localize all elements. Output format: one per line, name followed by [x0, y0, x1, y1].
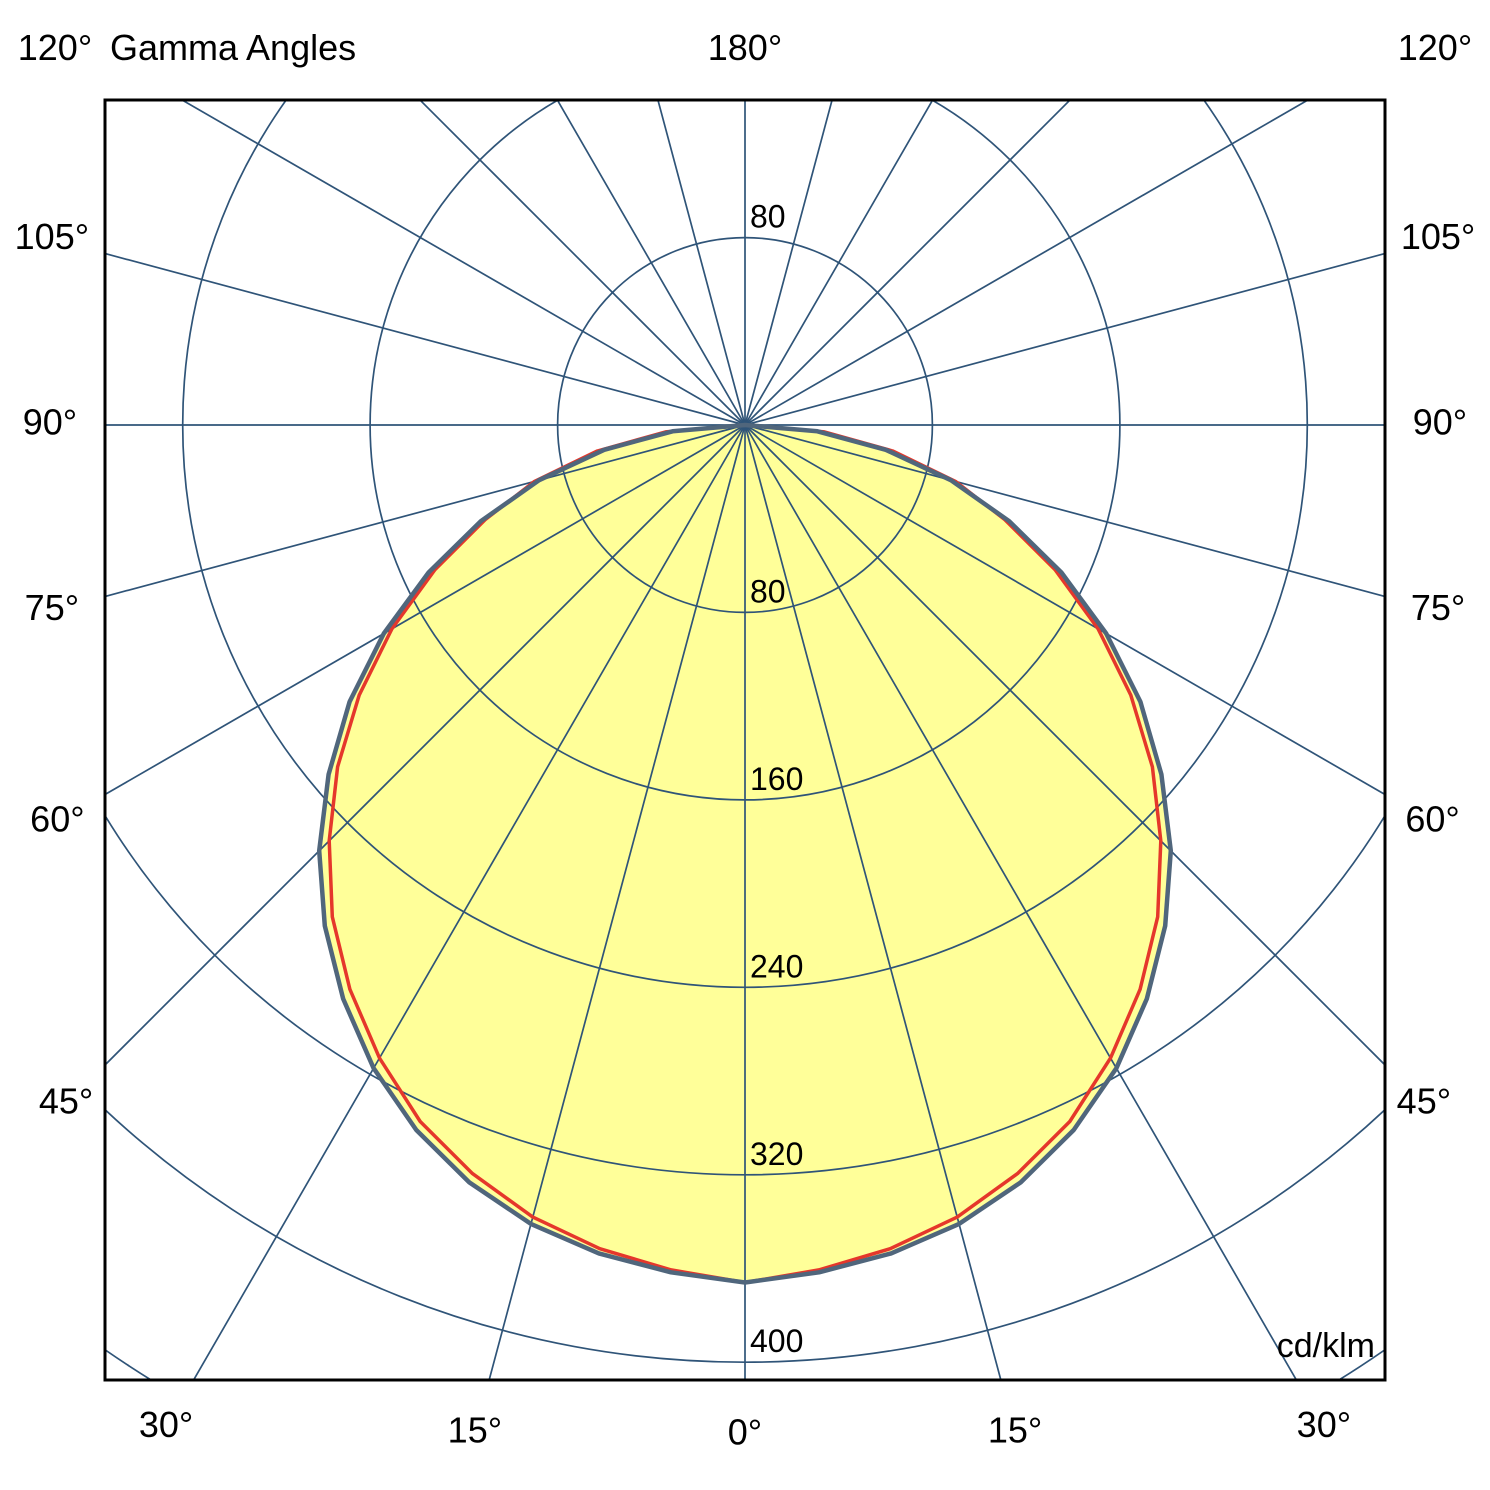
- angle-label-90-right: 90°: [1413, 402, 1467, 443]
- angle-ray-45: [744, 424, 1385, 1067]
- radial-tick-label-80: 80: [750, 573, 786, 609]
- angle-label-15-bottom-left: 15°: [448, 1410, 502, 1451]
- angle-ray-330: [192, 424, 746, 1380]
- angle-ray-60: [744, 424, 1385, 796]
- angle-ray-225: [418, 100, 746, 426]
- curve-c90-c270: [316, 422, 1174, 1285]
- angle-label-75-right: 75°: [1411, 587, 1465, 628]
- angle-ray-120: [744, 100, 1310, 426]
- radial-tick-label-240: 240: [750, 948, 803, 984]
- radial-tick-label-400: 400: [750, 1323, 803, 1359]
- angle-ray-15: [744, 424, 1002, 1380]
- angle-ray-285: [105, 424, 746, 598]
- plot-border: [103, 98, 1387, 1382]
- angle-label-90-left: 90°: [23, 402, 77, 443]
- angle-ray-315: [105, 424, 746, 1067]
- angle-label-30-bottom-right: 30°: [1297, 1404, 1351, 1445]
- radial-tick-label-160: 160: [750, 761, 803, 797]
- angle-ray-30: [744, 424, 1298, 1380]
- angle-label-45-left: 45°: [39, 1080, 93, 1121]
- angle-label-75-left: 75°: [25, 587, 79, 628]
- angle-label-0: 0°: [728, 1412, 762, 1453]
- angle-label-60-left: 60°: [30, 799, 84, 840]
- chart-title: Gamma Angles: [110, 27, 357, 68]
- angle-ray-240: [180, 100, 746, 426]
- angle-ray-255: [105, 252, 746, 426]
- angle-ray-75: [744, 424, 1385, 598]
- angle-label-15-bottom-right: 15°: [988, 1410, 1042, 1451]
- angle-ray-135: [744, 100, 1072, 426]
- angle-ray-105: [744, 252, 1385, 426]
- angle-label-105-right: 105°: [1401, 216, 1475, 257]
- angle-label-105-left: 105°: [15, 216, 89, 257]
- corner-angle-label-left: 120°: [17, 27, 93, 68]
- angle-label-30-bottom-left: 30°: [139, 1404, 193, 1445]
- angle-ray-195: [657, 100, 746, 426]
- corner-angle-label-right: 120°: [1397, 27, 1473, 68]
- angle-label-60-right: 60°: [1405, 799, 1459, 840]
- radial-tick-label-320: 320: [750, 1136, 803, 1172]
- angle-ray-300: [105, 424, 746, 796]
- angle-ray-150: [744, 100, 934, 426]
- unit-label: cd/klm: [1276, 1327, 1375, 1365]
- radial-tick-label-up-80: 80: [750, 199, 786, 235]
- top-angle-label: 180°: [707, 27, 783, 68]
- angle-label-45-right: 45°: [1397, 1080, 1451, 1121]
- angle-ray-210: [556, 100, 746, 426]
- angle-ray-165: [744, 100, 833, 426]
- angle-ray-345: [488, 424, 746, 1380]
